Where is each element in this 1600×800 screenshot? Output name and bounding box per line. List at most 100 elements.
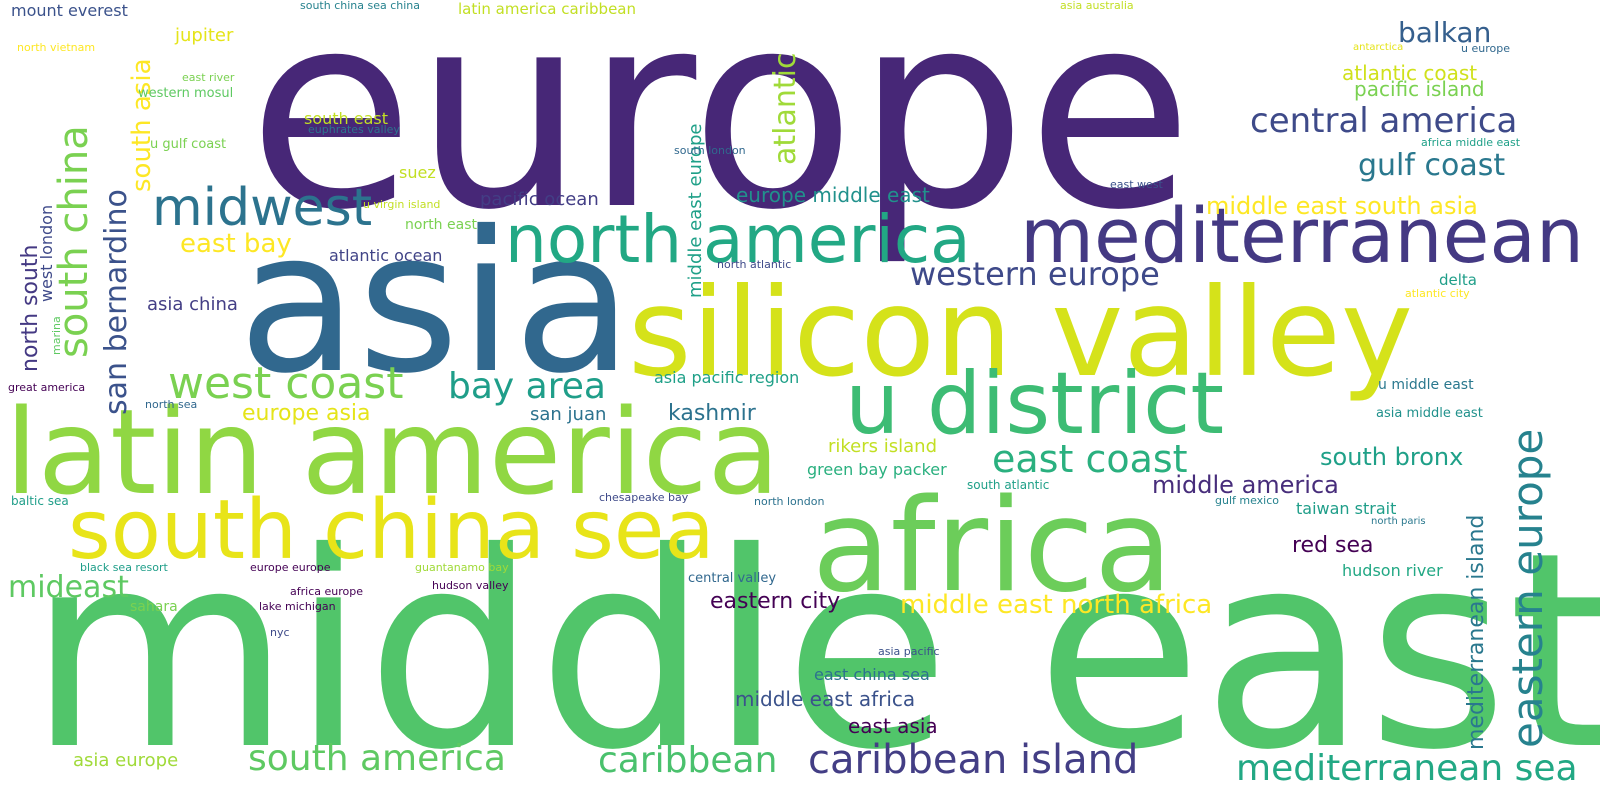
word-north-paris: north paris bbox=[1371, 516, 1426, 527]
word-eastern-city: eastern city bbox=[710, 589, 840, 614]
word-mideast: mideast bbox=[8, 570, 129, 605]
word-asia: asia bbox=[238, 189, 633, 416]
word-u-district: u district bbox=[845, 354, 1224, 454]
word-north-atlantic: north atlantic bbox=[717, 258, 791, 271]
word-north-sea: north sea bbox=[145, 398, 197, 411]
word-hudson-river: hudson river bbox=[1342, 561, 1443, 580]
word-south-east: south east bbox=[304, 109, 388, 128]
word-europe-middle-east: europe middle east bbox=[736, 183, 930, 207]
word-central-america: central america bbox=[1250, 101, 1517, 141]
word-taiwan-strait: taiwan strait bbox=[1296, 499, 1396, 518]
word-bay-area: bay area bbox=[448, 366, 606, 407]
word-antarctica: antarctica bbox=[1353, 42, 1403, 53]
word-guantanamo-bay: guantanamo bay bbox=[415, 561, 509, 574]
word-north-vietnam: north vietnam bbox=[17, 41, 95, 54]
word-lake-michigan: lake michigan bbox=[259, 600, 336, 613]
word-east-coast: east coast bbox=[992, 437, 1188, 481]
word-middle-east-north-africa: middle east north africa bbox=[900, 590, 1212, 620]
word-north-east: north east bbox=[405, 217, 477, 233]
word-middle-america: middle america bbox=[1152, 471, 1339, 499]
word-eastern-europe: eastern europe bbox=[1503, 429, 1552, 748]
word-africa-europe: africa europe bbox=[290, 585, 363, 598]
word-san-juan: san juan bbox=[530, 404, 606, 425]
word-central-valley: central valley bbox=[688, 571, 776, 586]
word-europe-asia: europe asia bbox=[242, 401, 371, 426]
word-suez: suez bbox=[399, 163, 436, 182]
word-atlantic-ocean: atlantic ocean bbox=[329, 246, 442, 265]
word-middle-east-africa: middle east africa bbox=[735, 687, 915, 711]
word-caribbean-island: caribbean island bbox=[808, 737, 1138, 783]
word-silicon-valley: silicon valley bbox=[628, 262, 1413, 404]
word-middle-east: middle east bbox=[28, 494, 1600, 800]
word-gulf-coast: gulf coast bbox=[1358, 148, 1505, 183]
word-europe: europe bbox=[248, 0, 1193, 269]
word-delta: delta bbox=[1439, 271, 1477, 289]
word-east-river: east river bbox=[182, 71, 235, 84]
word-east-china-sea: east china sea bbox=[814, 665, 930, 684]
word-south-america: south america bbox=[248, 738, 506, 779]
word-asia-middle-east: asia middle east bbox=[1376, 406, 1483, 421]
word-western-mosul: western mosul bbox=[138, 86, 233, 101]
word-black-sea-resort: black sea resort bbox=[80, 561, 168, 574]
word-hudson-valley: hudson valley bbox=[432, 579, 509, 592]
word-africa-middle-east: africa middle east bbox=[1421, 136, 1521, 149]
word-atlantic: atlantic bbox=[768, 53, 803, 165]
word-western-europe: western europe bbox=[910, 255, 1160, 293]
word-u-gulf-coast: u gulf coast bbox=[150, 137, 226, 152]
word-south-bronx: south bronx bbox=[1320, 443, 1463, 471]
word-asia-europe: asia europe bbox=[73, 750, 178, 771]
word-green-bay-packer: green bay packer bbox=[807, 460, 947, 479]
word-south-china: south china bbox=[51, 125, 97, 358]
word-middle-east-south-asia: middle east south asia bbox=[1206, 192, 1478, 220]
word-atlantic-city: atlantic city bbox=[1405, 287, 1470, 300]
word-south-atlantic: south atlantic bbox=[967, 478, 1049, 492]
word-latin-america: latin america bbox=[5, 383, 780, 521]
word-san-bernardino: san bernardino bbox=[99, 189, 134, 415]
word-caribbean: caribbean bbox=[598, 740, 777, 781]
word-europe-europe: europe europe bbox=[250, 561, 331, 574]
word-latin-america-caribbean: latin america caribbean bbox=[458, 0, 636, 18]
word-africa: africa bbox=[812, 472, 1173, 621]
word-south-china-sea-china: south china sea china bbox=[300, 0, 420, 12]
word-north-london: north london bbox=[754, 495, 824, 508]
word-pacific-ocean: pacific ocean bbox=[480, 189, 599, 210]
word-north-america: north america bbox=[505, 201, 971, 278]
word-asia-pacific: asia pacific bbox=[878, 645, 940, 658]
word-midwest: midwest bbox=[152, 178, 372, 238]
word-east-bay: east bay bbox=[180, 229, 292, 259]
word-asia-australia: asia australia bbox=[1060, 0, 1134, 12]
word-u-middle-east: u middle east bbox=[1378, 377, 1474, 393]
word-euphrates-valley: euphrates valley bbox=[308, 123, 400, 136]
word-marina: marina bbox=[50, 316, 63, 355]
word-mediterranean-sea: mediterranean sea bbox=[1236, 748, 1578, 789]
word-south-china-sea: south china sea bbox=[68, 483, 715, 578]
word-east-west: east west bbox=[1110, 178, 1164, 191]
word-west-london: west london bbox=[37, 205, 56, 302]
word-great-america: great america bbox=[8, 381, 85, 394]
word-gulf-mexico: gulf mexico bbox=[1215, 494, 1279, 507]
word-rikers-island: rikers island bbox=[828, 436, 937, 457]
word-mount-everest: mount everest bbox=[11, 1, 128, 20]
word-nyc: nyc bbox=[270, 626, 290, 639]
word-south-london: south london bbox=[674, 144, 746, 157]
word-baltic-sea: baltic sea bbox=[11, 494, 69, 508]
word-asia-china: asia china bbox=[147, 294, 238, 315]
word-asia-pacific-region: asia pacific region bbox=[654, 368, 799, 387]
word-chesapeake-bay: chesapeake bay bbox=[599, 491, 689, 504]
word-pacific-island: pacific island bbox=[1354, 77, 1485, 101]
word-atlantic-coast: atlantic coast bbox=[1342, 61, 1477, 85]
word-south-asia: south asia bbox=[127, 58, 157, 192]
word-balkan: balkan bbox=[1398, 16, 1491, 49]
word-mediterranean-island: mediterranean island bbox=[1464, 515, 1489, 750]
word-u-europe: u europe bbox=[1461, 42, 1510, 55]
word-north-south: north south bbox=[18, 245, 43, 372]
word-red-sea: red sea bbox=[1292, 533, 1374, 558]
word-mediterranean: mediterranean bbox=[1020, 191, 1584, 280]
word-u-virgin-island: u virgin island bbox=[363, 198, 440, 211]
word-sahara: sahara bbox=[130, 599, 178, 615]
word-jupiter: jupiter bbox=[174, 25, 234, 46]
word-middle-east-europe: middle east europe bbox=[685, 124, 706, 298]
word-west-coast: west coast bbox=[168, 358, 403, 409]
word-kashmir: kashmir bbox=[668, 401, 757, 426]
